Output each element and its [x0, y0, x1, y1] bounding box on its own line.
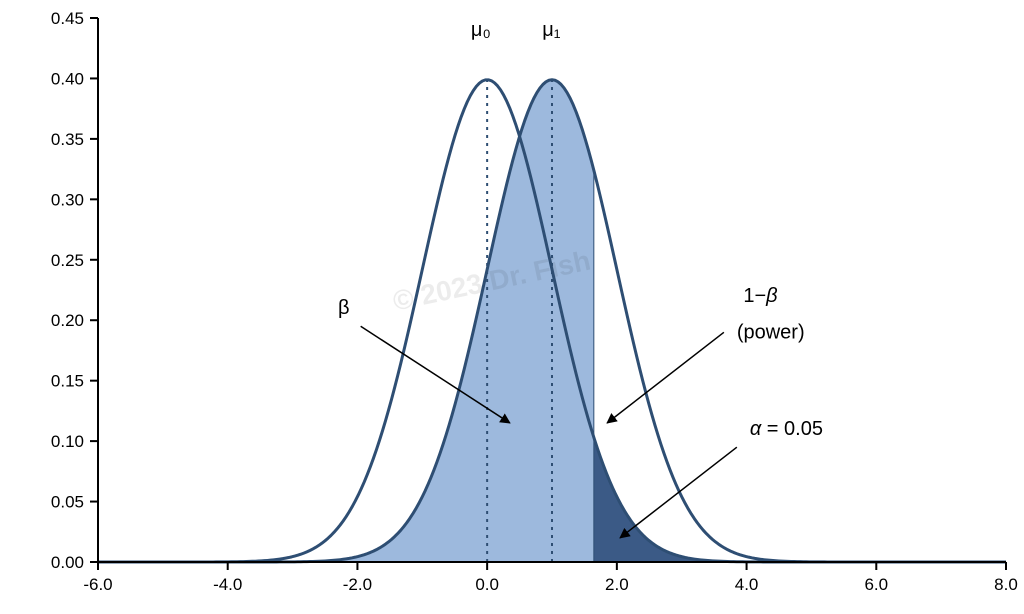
power-chart: © 2023 Dr. Fish-6.0-4.0-2.00.02.04.06.08… [0, 0, 1024, 614]
mu1-label: μ₁ [542, 19, 561, 41]
y-tick-label: 0.20 [51, 311, 84, 330]
y-tick-label: 0.10 [51, 432, 84, 451]
x-tick-label: 4.0 [735, 575, 759, 594]
x-tick-label: 0.0 [475, 575, 499, 594]
y-tick-label: 0.25 [51, 251, 84, 270]
x-tick-label: -6.0 [83, 575, 112, 594]
alpha-label: α = 0.05 [750, 418, 823, 440]
beta-label: β [338, 297, 350, 319]
y-tick-label: 0.40 [51, 69, 84, 88]
y-tick-label: 0.05 [51, 493, 84, 512]
y-tick-label: 0.35 [51, 130, 84, 149]
x-tick-label: 8.0 [994, 575, 1018, 594]
x-tick-label: -2.0 [343, 575, 372, 594]
y-tick-label: 0.15 [51, 372, 84, 391]
x-tick-label: 2.0 [605, 575, 629, 594]
y-tick-label: 0.30 [51, 190, 84, 209]
mu0-label: μ₀ [471, 19, 491, 41]
x-tick-label: 6.0 [864, 575, 888, 594]
y-tick-label: 0.45 [51, 9, 84, 28]
power-label-line2: (power) [737, 321, 805, 343]
power-label-line1: 1−β [743, 285, 777, 307]
x-tick-label: -4.0 [213, 575, 242, 594]
y-tick-label: 0.00 [51, 553, 84, 572]
